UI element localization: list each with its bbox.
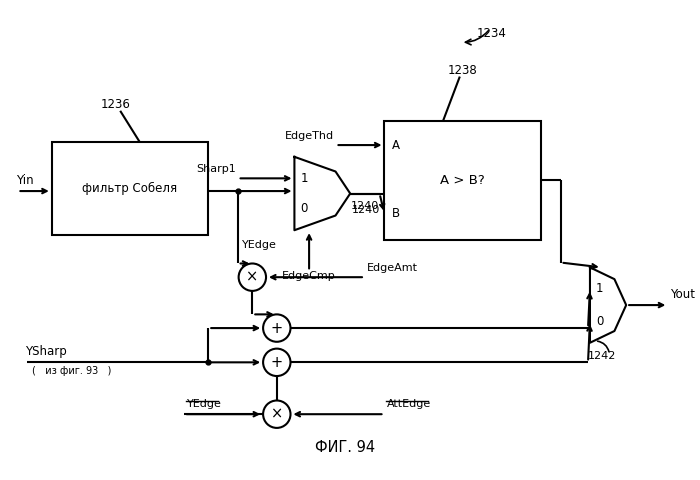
Text: YEdge: YEdge <box>187 399 222 409</box>
Text: 1: 1 <box>300 172 308 185</box>
Text: +: + <box>271 355 283 370</box>
Text: ФИГ. 94: ФИГ. 94 <box>315 440 375 456</box>
Text: A > B?: A > B? <box>440 174 485 187</box>
Circle shape <box>263 400 290 428</box>
Polygon shape <box>295 157 350 230</box>
Text: EdgeCmp: EdgeCmp <box>282 271 336 281</box>
Text: AttEdge: AttEdge <box>386 399 430 409</box>
Text: YSharp: YSharp <box>25 346 67 359</box>
Text: EdgeThd: EdgeThd <box>284 131 334 141</box>
Text: +: + <box>271 321 283 336</box>
Text: B: B <box>392 207 400 220</box>
Bar <box>52 142 209 235</box>
Text: Yin: Yin <box>17 174 34 187</box>
Text: Sharp1: Sharp1 <box>196 165 236 174</box>
Text: фильтр Собеля: фильтр Собеля <box>83 182 178 195</box>
Text: 0: 0 <box>300 202 308 215</box>
Text: Yout: Yout <box>670 288 695 301</box>
Text: 1238: 1238 <box>448 64 477 77</box>
Text: 1240: 1240 <box>351 201 379 211</box>
Bar <box>384 120 541 240</box>
Text: 1236: 1236 <box>100 98 130 111</box>
Circle shape <box>263 348 290 376</box>
Text: 1234: 1234 <box>477 27 507 40</box>
Text: EdgeAmt: EdgeAmt <box>367 263 418 273</box>
Text: A: A <box>392 139 400 152</box>
Text: (   из фиг. 93   ): ( из фиг. 93 ) <box>32 366 111 376</box>
Text: 1: 1 <box>596 282 603 295</box>
Text: 1240: 1240 <box>352 205 380 215</box>
Text: YEdge: YEdge <box>241 240 276 250</box>
Circle shape <box>263 314 290 342</box>
Polygon shape <box>590 267 626 343</box>
Text: 1242: 1242 <box>588 350 617 360</box>
Circle shape <box>239 264 266 291</box>
Text: ×: × <box>271 407 283 422</box>
Text: ×: × <box>246 270 258 285</box>
Text: 0: 0 <box>596 315 603 328</box>
